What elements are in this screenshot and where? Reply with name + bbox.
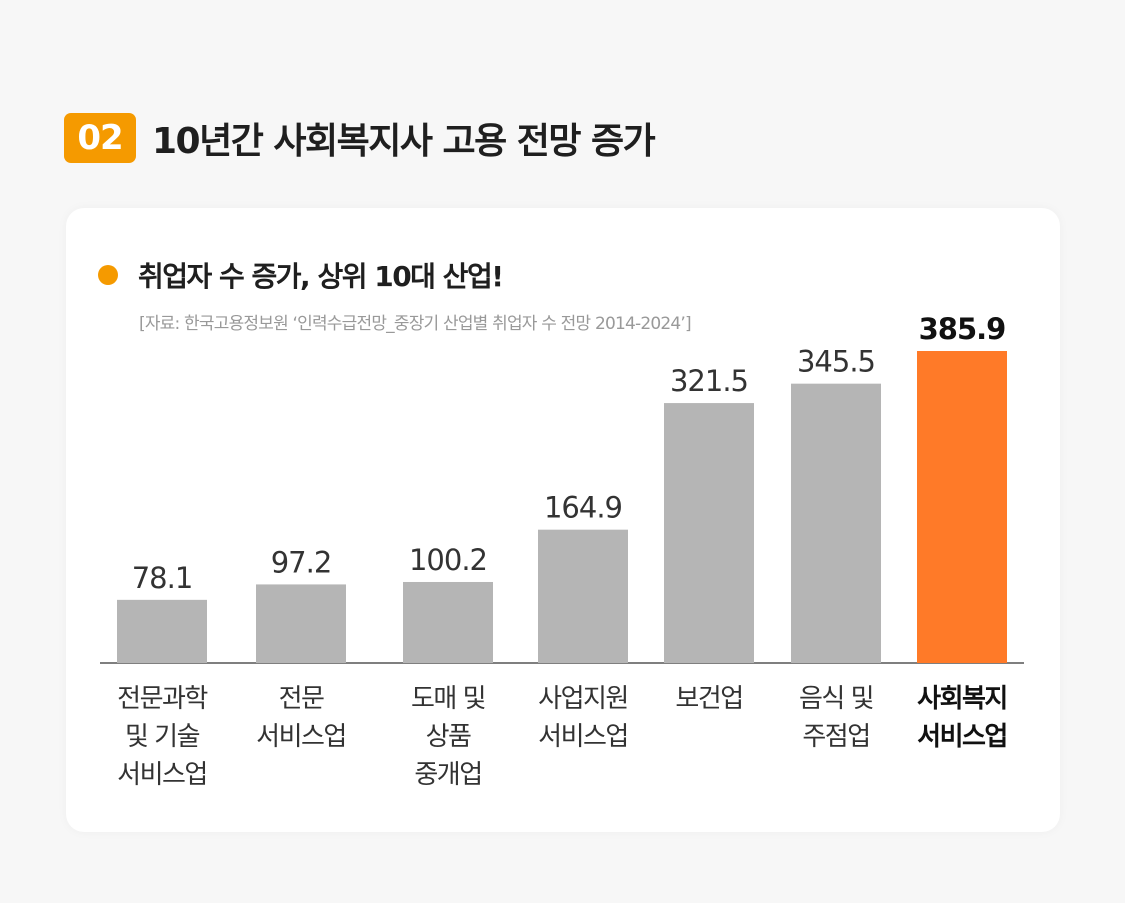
bar-3: [538, 529, 628, 663]
section-header: 02 10년간 사회복지사 고용 전망 증가: [64, 112, 656, 164]
x-tick-label-3: 사업지원 서비스업: [538, 684, 629, 752]
bar-value-label-6: 385.9: [919, 312, 1006, 346]
x-tick-label-2: 도매 및 상품 중개업: [410, 684, 487, 790]
bar-value-label-1: 97.2: [271, 545, 332, 579]
chart-subtitle: 취업자 수 증가, 상위 10대 산업!: [138, 260, 504, 293]
bar-5: [791, 383, 881, 663]
section-title: 10년간 사회복지사 고용 전망 증가: [152, 121, 656, 162]
x-tick-label-1: 전문 서비스업: [256, 684, 347, 752]
bar-value-label-5: 345.5: [797, 345, 875, 379]
chart-subtitle-row: 취업자 수 증가, 상위 10대 산업!: [98, 255, 504, 295]
x-tick-label-4: 보건업: [675, 684, 744, 714]
source-caption: [자료: 한국고용정보원 ‘인력수급전망_중장기 산업별 취업자 수 전망 20…: [139, 314, 692, 334]
bar-value-label-2: 100.2: [409, 543, 487, 577]
x-tick-label-6: 사회복지 서비스업: [917, 684, 1008, 752]
bar-value-label-0: 78.1: [132, 561, 193, 595]
bullet-dot-icon: [98, 265, 118, 285]
section-number-badge: 02: [64, 113, 136, 163]
bar-value-label-4: 321.5: [670, 364, 748, 398]
bar-1: [256, 584, 346, 663]
x-tick-label-0: 전문과학 및 기술 서비스업: [117, 684, 208, 790]
bar-2: [403, 581, 493, 663]
x-tick-label-5: 음식 및 주점업: [798, 684, 875, 752]
bar-0: [117, 599, 207, 663]
bar-value-label-3: 164.9: [544, 491, 622, 525]
bar-chart: 78.1 97.2 100.2 164.9 321.5 345.5 385.9: [100, 312, 1024, 664]
chart-card: 취업자 수 증가, 상위 10대 산업! [자료: 한국고용정보원 ‘인력수급전…: [66, 208, 1060, 832]
bar-4: [664, 403, 754, 663]
bar-6: [917, 351, 1007, 663]
